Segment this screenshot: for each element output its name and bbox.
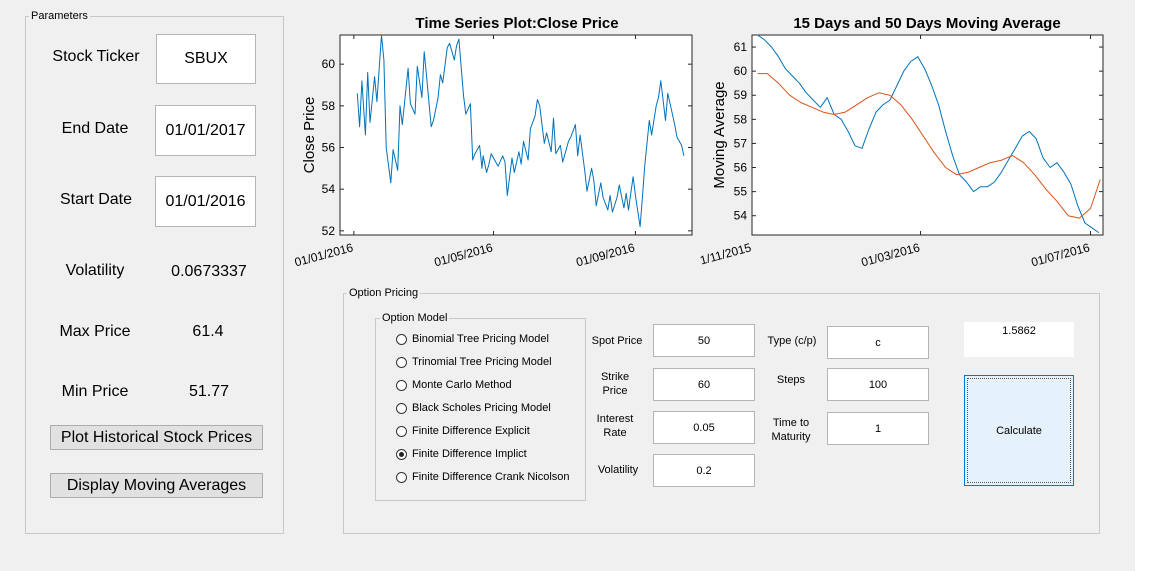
chart1-ytick-label: 60: [322, 57, 336, 71]
chart2-ytick-label: 54: [734, 209, 748, 223]
chart2-ytick-label: 55: [734, 185, 748, 199]
model-label: Finite Difference Implict: [412, 448, 527, 460]
max-price-value: 61.4: [192, 323, 224, 340]
model-label: Trinomial Tree Pricing Model: [412, 356, 552, 368]
time-to-maturity-label: Time to Maturity: [771, 417, 811, 443]
chart2-ytick-label: 59: [734, 88, 748, 102]
radio-circle[interactable]: [396, 356, 407, 368]
chart1-ytick-label: 56: [322, 141, 336, 155]
chart2-series-line-1: [757, 73, 1101, 219]
model-label: Binomial Tree Pricing Model: [412, 333, 549, 345]
radio-circle[interactable]: [396, 471, 407, 483]
interest-rate-field[interactable]: 0.05: [653, 411, 755, 444]
chart1-plot-area: [339, 34, 693, 236]
option-model-group: [375, 318, 586, 501]
chart1-ytick-label: 52: [322, 224, 336, 238]
radio-circle[interactable]: [396, 425, 407, 437]
chart1-xtick-label: 01/05/2016: [433, 240, 495, 269]
chart2-ytick-label: 61: [734, 40, 748, 54]
display-moving-averages-button[interactable]: Display Moving Averages: [50, 473, 263, 498]
min-price-value: 51.77: [188, 383, 230, 400]
type-label: Type (c/p): [767, 335, 817, 347]
chart1-xtick-label: 01/01/2016: [293, 240, 355, 269]
volatility-input-label: Volatility: [597, 464, 639, 476]
model-label: Monte Carlo Method: [412, 379, 512, 391]
volatility-value: 0.0673337: [171, 263, 247, 280]
calculate-button[interactable]: Calculate: [964, 375, 1074, 486]
steps-field[interactable]: 100: [827, 368, 929, 401]
max-price-label: Max Price: [59, 323, 131, 340]
model-radio-monte-carlo[interactable]: Monte Carlo Method: [396, 377, 512, 393]
model-label: Finite Difference Explicit: [412, 425, 530, 437]
chart2-ytick-label: 57: [734, 136, 748, 150]
chart1-series: [356, 34, 685, 228]
stock-ticker-field[interactable]: SBUX: [156, 34, 256, 84]
parameters-panel: [25, 16, 284, 534]
spot-price-field[interactable]: 50: [653, 324, 755, 357]
close-price-chart: Time Series Plot:Close Price 52 54 56 58 60 0…: [293, 15, 693, 269]
type-field[interactable]: c: [827, 326, 929, 359]
chart1-xtick-label: 01/09/2016: [575, 240, 637, 269]
moving-average-chart: 15 Days and 50 Days Moving Average 54 55 5…: [700, 15, 1104, 269]
model-radio-fd-explicit[interactable]: Finite Difference Explicit: [396, 423, 530, 439]
model-radio-fd-crank-nicolson[interactable]: Finite Difference Crank Nicolson: [396, 469, 570, 485]
option-price-result: 1.5862: [964, 322, 1074, 357]
chart2-plot-area: [751, 34, 1104, 236]
interest-rate-label: Interest Rate: [596, 413, 634, 439]
model-radio-trinomial[interactable]: Trinomial Tree Pricing Model: [396, 354, 552, 370]
stock-ticker-label: Stock Ticker: [52, 48, 140, 65]
chart2-series-line-0: [757, 34, 1100, 234]
model-label: Finite Difference Crank Nicolson: [412, 471, 570, 483]
end-date-label: End Date: [61, 120, 129, 137]
volatility-label: Volatility: [65, 262, 125, 279]
chart2-ylabel: Moving Average: [711, 81, 728, 188]
start-date-field[interactable]: 01/01/2016: [155, 176, 256, 227]
chart2-ytick-label: 58: [734, 112, 748, 126]
chart2-ytick-label: 56: [734, 161, 748, 175]
chart2-xtick-label: 01/07/2016: [1030, 240, 1092, 269]
spot-price-label: Spot Price: [591, 335, 643, 347]
parameters-title: Parameters: [29, 10, 90, 23]
chart2-ytick-label: 60: [734, 64, 748, 78]
chart1-ylabel: Close Price: [301, 97, 318, 174]
chart1-ytick-label: 58: [322, 99, 336, 113]
radio-circle-selected[interactable]: [396, 448, 407, 460]
time-to-maturity-field[interactable]: 1: [827, 412, 929, 445]
plot-historical-prices-button[interactable]: Plot Historical Stock Prices: [50, 425, 263, 450]
option-model-title: Option Model: [380, 312, 450, 325]
chart2-xtick-label: 01/03/2016: [860, 240, 922, 269]
radio-circle[interactable]: [396, 333, 407, 345]
min-price-label: Min Price: [61, 383, 129, 400]
chart2-title: 15 Days and 50 Days Moving Average: [793, 15, 1060, 32]
radio-circle[interactable]: [396, 402, 407, 414]
model-radio-binomial[interactable]: Binomial Tree Pricing Model: [396, 331, 549, 347]
model-radio-fd-implicit[interactable]: Finite Difference Implict: [396, 446, 527, 462]
strike-price-field[interactable]: 60: [653, 368, 755, 401]
option-pricing-panel: [343, 293, 1100, 534]
model-radio-black-scholes[interactable]: Black Scholes Pricing Model: [396, 400, 551, 416]
chart1-title: Time Series Plot:Close Price: [415, 15, 618, 32]
volatility-input-field[interactable]: 0.2: [653, 454, 755, 487]
strike-price-label: Strike Price: [600, 371, 630, 397]
end-date-field[interactable]: 01/01/2017: [155, 105, 256, 156]
chart2-series: [757, 34, 1101, 234]
chart1-ytick-label: 54: [322, 182, 336, 196]
radio-circle[interactable]: [396, 379, 407, 391]
chart2-xtick-label: 01/11/2015: [700, 240, 753, 269]
steps-label: Steps: [776, 374, 806, 386]
start-date-label: Start Date: [59, 191, 133, 208]
option-pricing-title: Option Pricing: [347, 287, 421, 300]
model-label: Black Scholes Pricing Model: [412, 402, 551, 414]
chart1-series-line-0: [356, 34, 685, 228]
